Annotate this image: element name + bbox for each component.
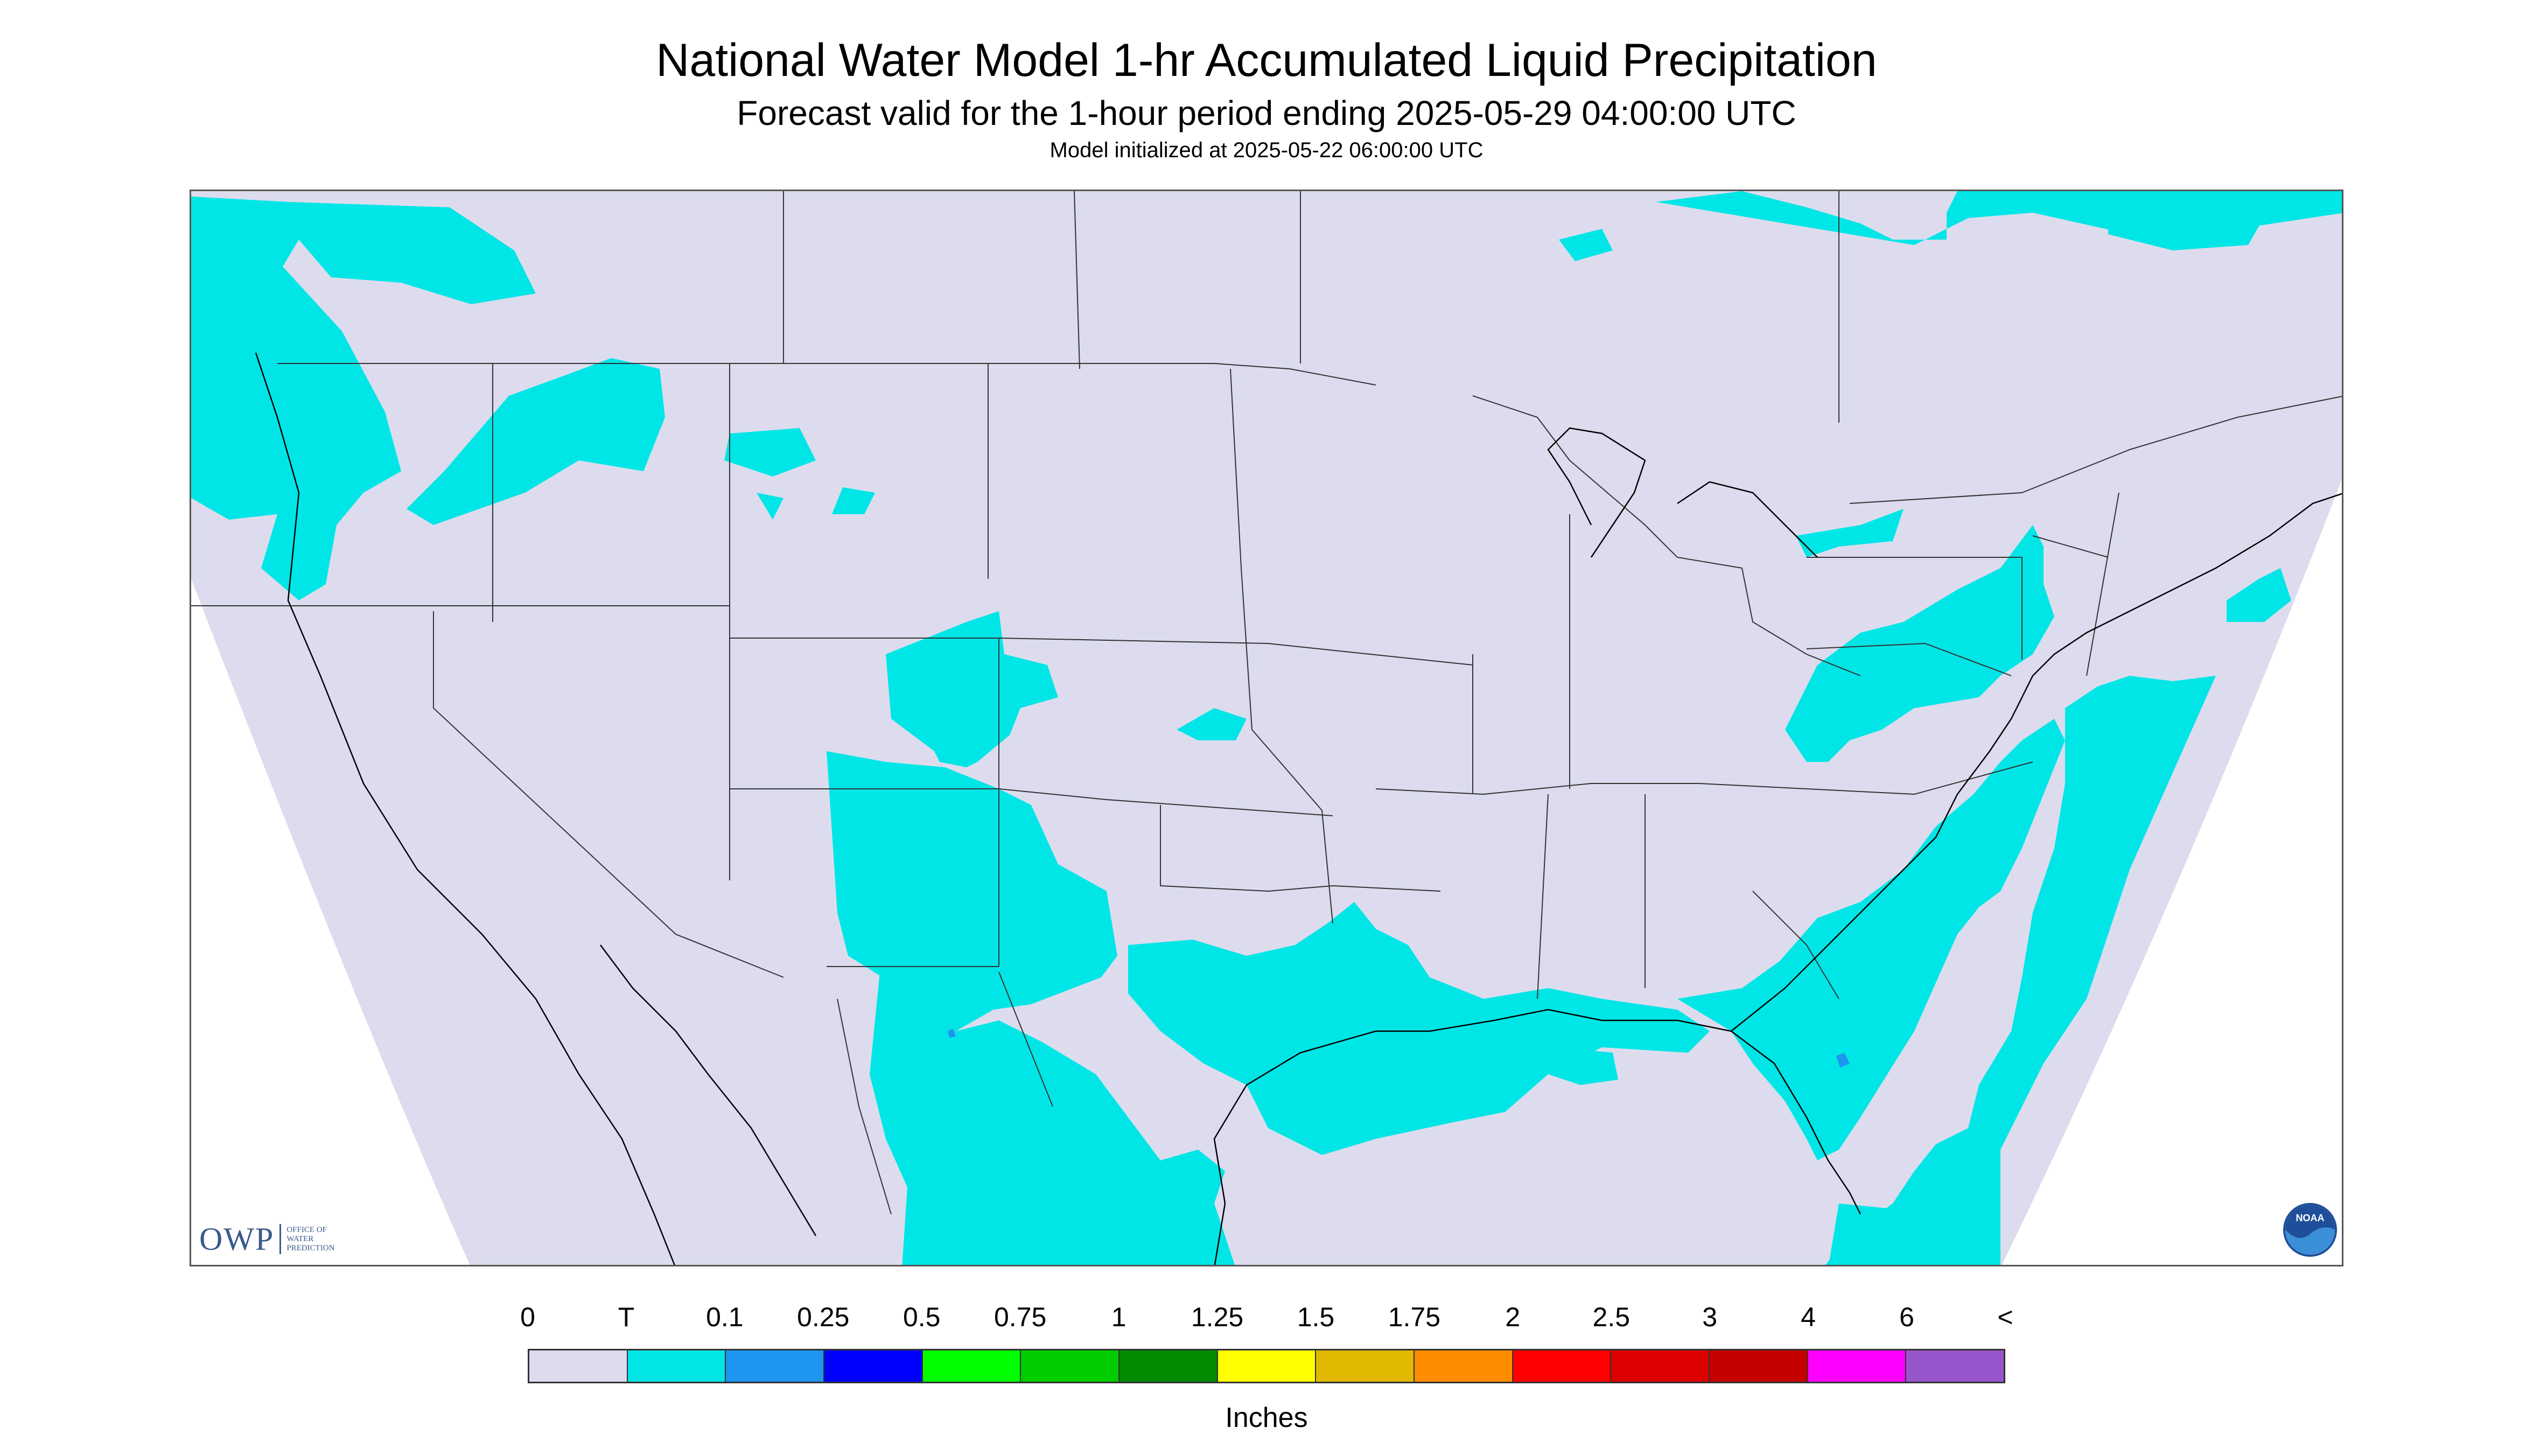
owp-logo: OWP OFFICE OF WATER PREDICTION — [199, 1221, 335, 1257]
precip-area-southwest — [827, 751, 1117, 1031]
legend-swatch — [1021, 1350, 1120, 1382]
legend-swatch — [1415, 1350, 1513, 1382]
owp-logo-divider — [279, 1224, 282, 1254]
noaa-emblem-icon: NOAA — [2283, 1203, 2337, 1257]
legend-label: 1.5 — [1297, 1302, 1335, 1332]
legend-swatch — [1316, 1350, 1415, 1382]
legend-label: 1.75 — [1388, 1302, 1441, 1332]
legend-swatch — [1611, 1350, 1710, 1382]
noaa-logo: NOAA — [2282, 1202, 2338, 1258]
legend-label: 0.1 — [706, 1302, 744, 1332]
legend-label: 2 — [1505, 1302, 1521, 1332]
legend-label: 1 — [1111, 1302, 1126, 1332]
precip-area-colorado — [886, 611, 1058, 767]
precip-area-idaho — [407, 358, 665, 525]
precip-area-pacific-northwest — [191, 197, 536, 600]
precipitation-map — [190, 190, 2343, 1266]
precip-area-ontario — [1796, 509, 1904, 557]
legend-label: 0.25 — [797, 1302, 850, 1332]
legend-swatch — [529, 1350, 628, 1382]
precip-area-maine-offshore — [2227, 568, 2291, 622]
svg-text:NOAA: NOAA — [2296, 1213, 2325, 1223]
legend-label: 3 — [1702, 1302, 1718, 1332]
precip-area-southeast — [1677, 719, 2065, 1160]
legend-swatch — [824, 1350, 923, 1382]
legend-label: < — [1997, 1302, 2013, 1332]
legend-label: 4 — [1801, 1302, 1816, 1332]
legend-swatch — [1808, 1350, 1907, 1382]
map-canvas — [191, 191, 2342, 1265]
precip-area-texas-gulf — [1128, 902, 1710, 1155]
precip-area-gulf-small — [1548, 1047, 1618, 1085]
precip-area-montana — [724, 428, 875, 520]
precip-area-east-coast-florida — [1829, 1117, 2000, 1265]
legend-swatch — [1217, 1350, 1317, 1382]
owp-logo-text: OFFICE OF WATER PREDICTION — [286, 1225, 335, 1252]
chart-title: National Water Model 1-hr Accumulated Li… — [656, 34, 1877, 86]
legend-swatch — [922, 1350, 1021, 1382]
legend-swatch — [1906, 1350, 2004, 1382]
legend-swatch — [1513, 1350, 1612, 1382]
legend-label: 1.25 — [1191, 1302, 1244, 1332]
coastlines — [255, 352, 2342, 1265]
legend-label: 2.5 — [1592, 1302, 1631, 1332]
legend-units: Inches — [1225, 1402, 1308, 1433]
precip-area-atlantic — [1825, 676, 2216, 1265]
precip-area-kansas — [1177, 708, 1247, 740]
legend-label: 0.75 — [993, 1302, 1047, 1332]
legend-label: 0.5 — [902, 1302, 941, 1332]
legend-label: 6 — [1899, 1302, 1914, 1332]
precip-area-quebec-small — [1559, 229, 1613, 261]
model-init-time: Model initialized at 2025-05-22 06:00:00… — [1049, 138, 1484, 162]
precip-area-mexico-south-texas — [870, 967, 1235, 1265]
owp-logo-mark: OWP — [199, 1221, 275, 1257]
legend-color-bar — [528, 1349, 2005, 1383]
legend-swatch — [1710, 1350, 1808, 1382]
legend-swatch — [1119, 1350, 1218, 1382]
legend-label: 0 — [520, 1302, 535, 1332]
precip-light-blue-spots — [948, 1028, 1850, 1068]
political-boundaries — [191, 191, 2342, 1215]
legend-label: T — [618, 1302, 635, 1332]
legend-labels: 0 T 0.1 0.25 0.5 0.75 1 1.25 1.5 1.75 2 2.5 3 4 6 < — [0, 1301, 2533, 1333]
precip-area-canada-east — [2108, 202, 2270, 250]
forecast-valid-time: Forecast valid for the 1-hour period end… — [737, 94, 1796, 132]
legend-swatch — [627, 1350, 726, 1382]
legend-swatch — [726, 1350, 825, 1382]
